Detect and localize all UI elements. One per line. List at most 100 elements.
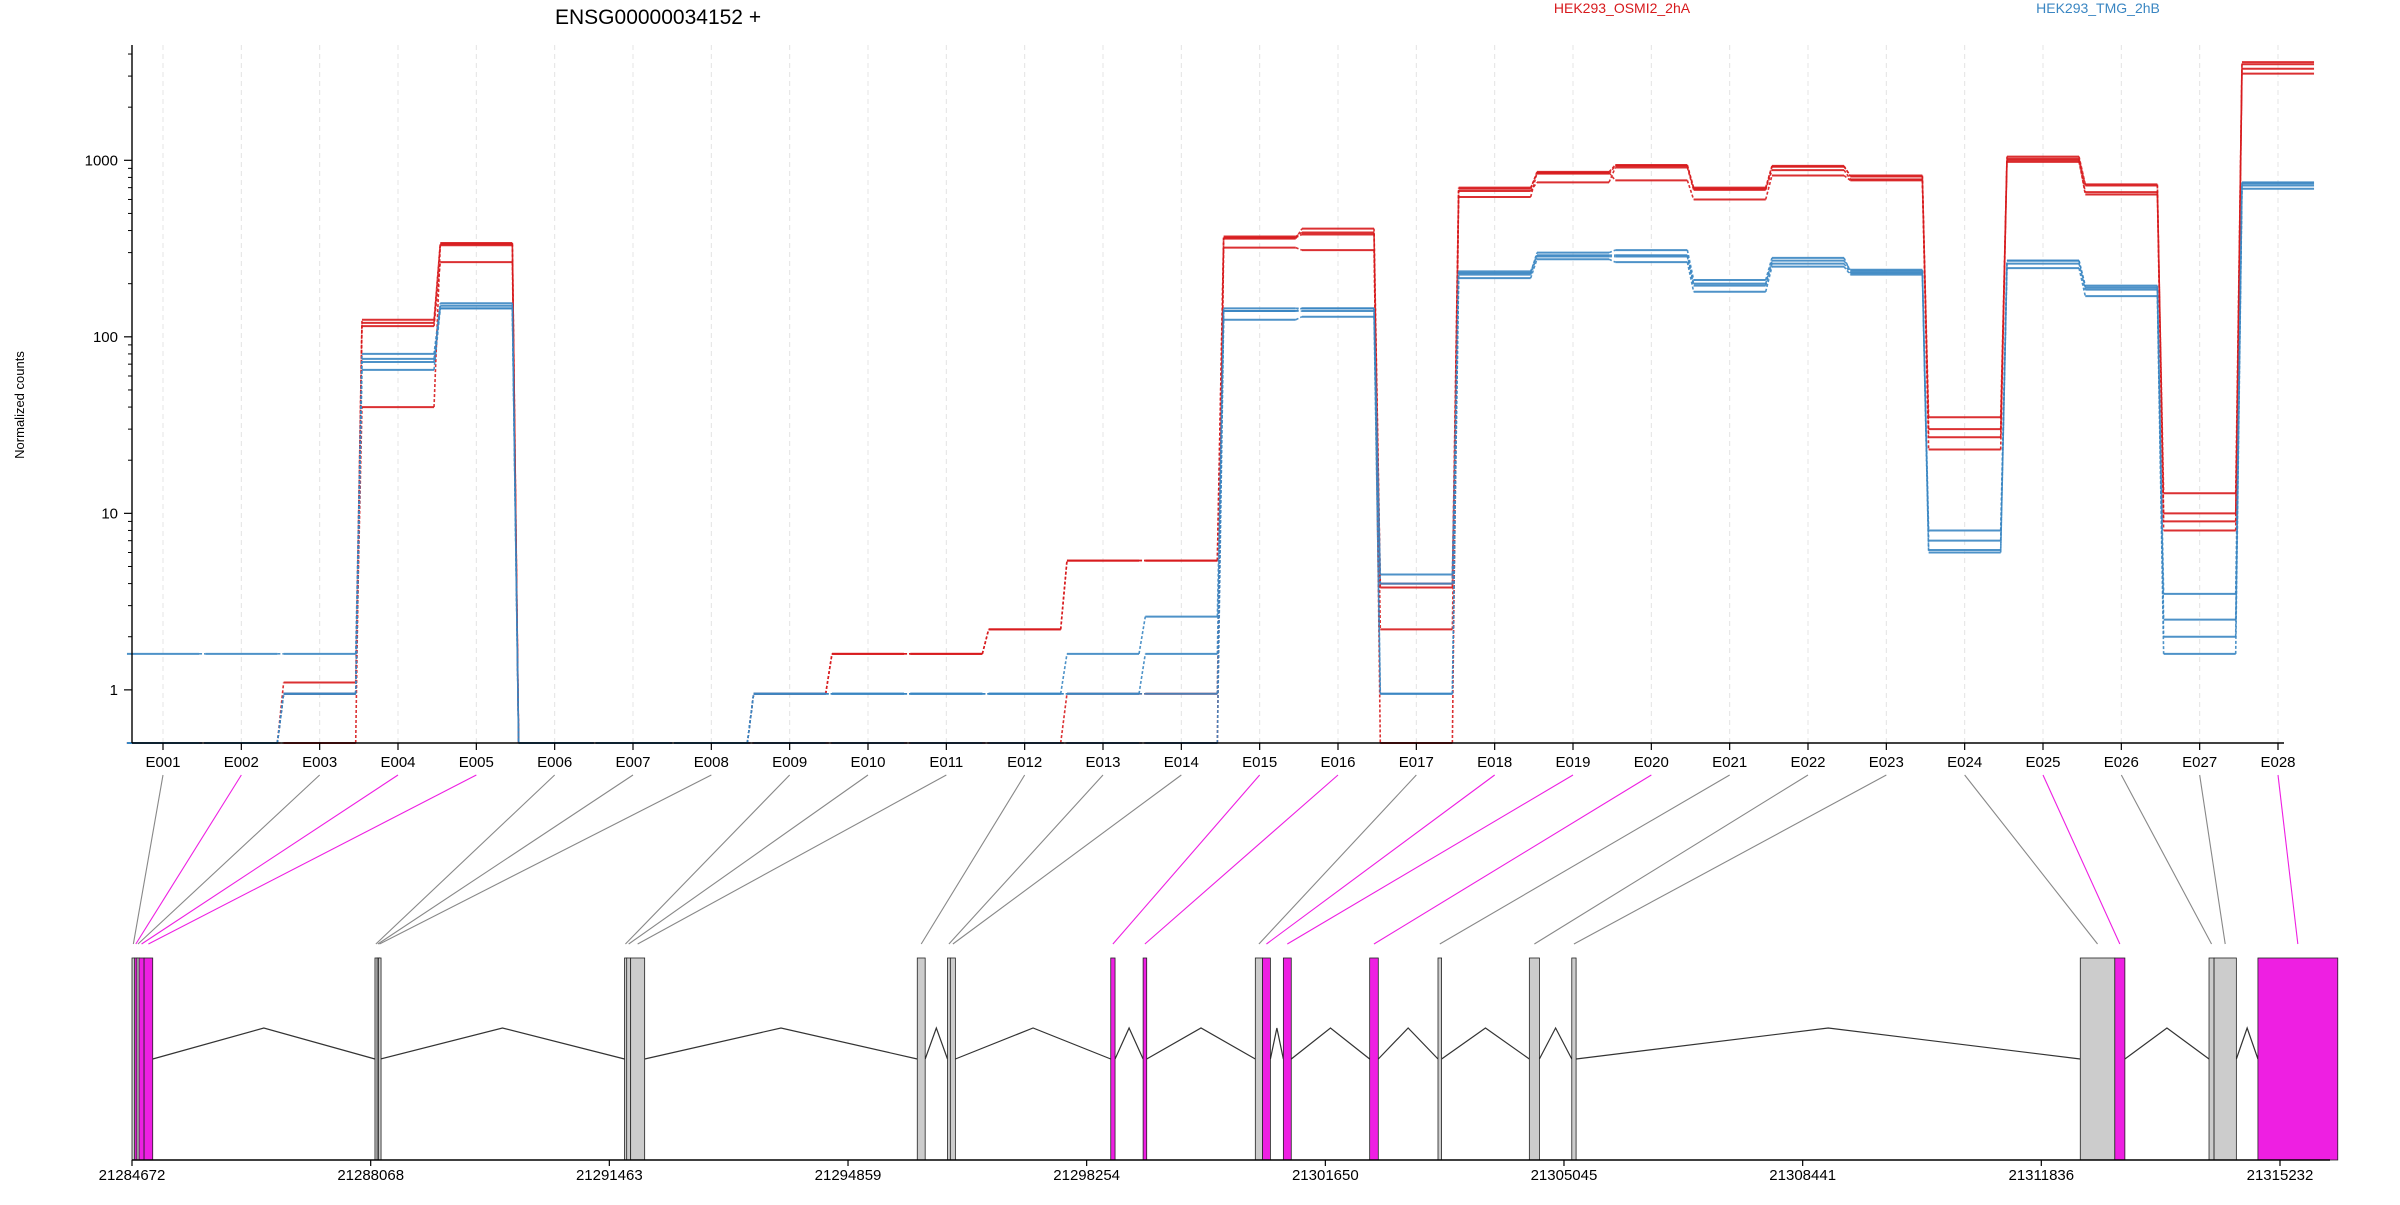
intron-13 bbox=[1576, 1027, 2081, 1060]
y-tick-label-100: 100 bbox=[93, 329, 118, 346]
series-1-link bbox=[1764, 169, 1773, 191]
series-2-link bbox=[1529, 172, 1538, 198]
series-2-link bbox=[1295, 246, 1303, 251]
x-tick-label-E028: E028 bbox=[2260, 754, 2295, 771]
series-4-link bbox=[1764, 257, 1773, 281]
intron-5 bbox=[955, 1027, 1111, 1060]
series-1-link bbox=[824, 653, 833, 694]
series-5-link bbox=[1373, 311, 1382, 584]
series-6-link bbox=[1216, 319, 1225, 744]
genomic-tick-label-7: 21308441 bbox=[1769, 1167, 1836, 1184]
series-6-link bbox=[1686, 261, 1695, 292]
series-3-link bbox=[1608, 164, 1616, 173]
gene-model-layer: 21284672 21288068 21291463 21294859 21298254… bbox=[99, 957, 2339, 1184]
series-2-link bbox=[1999, 160, 2008, 450]
series-1-link bbox=[1686, 167, 1695, 191]
series-5-link bbox=[1843, 263, 1851, 274]
series-1-link bbox=[981, 629, 990, 655]
series-3-link bbox=[1529, 171, 1538, 190]
exonic-part-E023 bbox=[1571, 957, 1577, 1161]
connector-E019 bbox=[1287, 774, 1574, 945]
x-tick-label-E025: E025 bbox=[2025, 754, 2060, 771]
series-7-link bbox=[511, 308, 520, 744]
x-tick-label-E021: E021 bbox=[1712, 754, 1747, 771]
series-5-link bbox=[1529, 256, 1538, 275]
exonic-part-E020 bbox=[1369, 957, 1379, 1161]
x-tick-label-E014: E014 bbox=[1164, 754, 1199, 771]
connector-E009 bbox=[625, 774, 791, 945]
series-7-link bbox=[1138, 653, 1147, 694]
x-tick-label-E026: E026 bbox=[2104, 754, 2139, 771]
series-7-link bbox=[276, 693, 285, 744]
series-1-link bbox=[1059, 560, 1068, 630]
series-7-link bbox=[1921, 269, 1930, 541]
x-tick-label-E020: E020 bbox=[1634, 754, 1669, 771]
series-3-link bbox=[2234, 62, 2243, 522]
x-tick-label-E016: E016 bbox=[1320, 754, 1355, 771]
series-4-link bbox=[1138, 616, 1147, 654]
series-7-link bbox=[2156, 285, 2165, 637]
series-4-link bbox=[1608, 249, 1616, 254]
connector-E004 bbox=[141, 774, 399, 945]
legend-entry-osmi2: HEK293_OSMI2_2hA bbox=[1554, 0, 1691, 16]
series-4-link bbox=[1059, 653, 1068, 694]
x-tick-label-E002: E002 bbox=[224, 754, 259, 771]
series-layer bbox=[126, 61, 2315, 744]
x-tick-label-E017: E017 bbox=[1399, 754, 1434, 771]
series-7-link bbox=[1373, 308, 1382, 694]
connector-E010 bbox=[628, 774, 869, 945]
connector-E018 bbox=[1266, 774, 1495, 945]
x-tick-label-E022: E022 bbox=[1790, 754, 1825, 771]
series-7-link bbox=[1529, 254, 1538, 272]
connector-E014 bbox=[952, 774, 1182, 945]
intron-10 bbox=[1377, 1027, 1439, 1060]
x-tick-label-E013: E013 bbox=[1085, 754, 1120, 771]
connector-E027 bbox=[2199, 774, 2226, 945]
x-tick-label-E008: E008 bbox=[694, 754, 729, 771]
series-7-link bbox=[2234, 183, 2243, 637]
exonic-part-E001 bbox=[131, 957, 136, 1161]
exonic-part-E008 bbox=[378, 957, 382, 1161]
series-3-link bbox=[1764, 165, 1773, 188]
intron-11 bbox=[1441, 1027, 1530, 1060]
x-tick-label-E024: E024 bbox=[1947, 754, 1982, 771]
x-tick-label-E005: E005 bbox=[459, 754, 494, 771]
connector-E022 bbox=[1534, 774, 1809, 945]
x-tick-label-E015: E015 bbox=[1242, 754, 1277, 771]
series-6-link bbox=[1295, 315, 1303, 321]
genomic-tick-label-6: 21305045 bbox=[1531, 1167, 1598, 1184]
series-6-link bbox=[1843, 266, 1851, 276]
intron-15 bbox=[2235, 1026, 2259, 1060]
series-3-link bbox=[1686, 164, 1695, 188]
genomic-tick-label-3: 21294859 bbox=[815, 1167, 882, 1184]
intron-12 bbox=[1538, 1026, 1573, 1060]
series-5-link bbox=[2156, 289, 2165, 620]
x-tick-label-E004: E004 bbox=[380, 754, 415, 771]
connector-E016 bbox=[1144, 774, 1339, 945]
exonic-part-E016 bbox=[1142, 957, 1148, 1161]
connector-E002 bbox=[135, 774, 242, 945]
series-7-link bbox=[2078, 260, 2087, 286]
series-2-link bbox=[354, 326, 363, 744]
series-3-link bbox=[2156, 185, 2165, 522]
exonic-part-E025 bbox=[2114, 957, 2126, 1161]
x-tick-label-E006: E006 bbox=[537, 754, 572, 771]
series-6-link bbox=[1764, 266, 1773, 292]
intron-1 bbox=[152, 1027, 376, 1060]
connector-E011 bbox=[637, 774, 947, 945]
x-tick-label-E001: E001 bbox=[145, 754, 180, 771]
connector-E013 bbox=[948, 774, 1104, 945]
connector-E020 bbox=[1373, 774, 1652, 945]
connector-E006 bbox=[375, 774, 556, 945]
exonic-part-E005 bbox=[143, 957, 154, 1161]
series-2-link bbox=[1843, 174, 1851, 181]
x-tick-label-E009: E009 bbox=[772, 754, 807, 771]
exonic-part-E013 bbox=[947, 957, 951, 1161]
intron-9 bbox=[1290, 1027, 1371, 1060]
series-5-link bbox=[433, 305, 442, 363]
exonic-part-E024 bbox=[2079, 957, 2116, 1161]
genomic-tick-label-5: 21301650 bbox=[1292, 1167, 1359, 1184]
y-tick-label-10: 10 bbox=[101, 505, 118, 522]
series-4-link bbox=[354, 353, 363, 654]
series-4-link bbox=[1686, 249, 1695, 281]
